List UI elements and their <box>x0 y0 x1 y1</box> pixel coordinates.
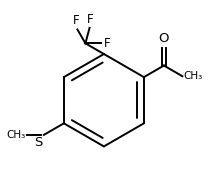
Text: F: F <box>87 13 94 26</box>
Text: F: F <box>73 14 80 27</box>
Text: S: S <box>35 136 43 149</box>
Text: CH₃: CH₃ <box>184 71 203 81</box>
Text: F: F <box>103 37 110 50</box>
Text: CH₃: CH₃ <box>6 130 25 140</box>
Text: O: O <box>159 32 169 45</box>
